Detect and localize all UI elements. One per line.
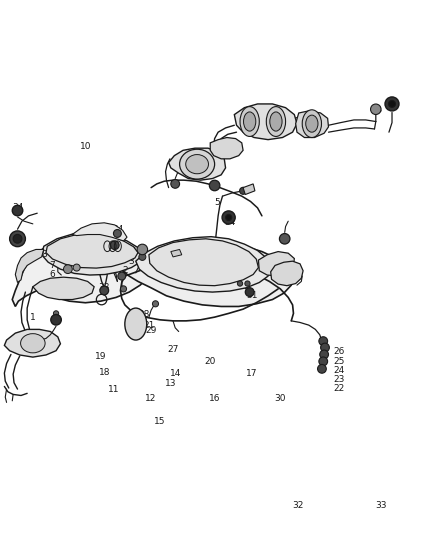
Polygon shape	[234, 104, 297, 140]
Circle shape	[226, 214, 232, 221]
Text: 8: 8	[41, 251, 47, 259]
Ellipse shape	[240, 107, 259, 136]
Text: 7: 7	[49, 261, 56, 270]
Text: 34: 34	[224, 219, 236, 227]
Circle shape	[319, 357, 328, 366]
Circle shape	[318, 365, 326, 373]
Polygon shape	[136, 237, 272, 292]
Text: 27: 27	[167, 345, 179, 353]
Circle shape	[389, 100, 396, 108]
Text: 14: 14	[170, 369, 181, 377]
Polygon shape	[258, 252, 294, 276]
Ellipse shape	[266, 107, 286, 136]
Ellipse shape	[180, 149, 215, 179]
Text: 34: 34	[113, 225, 124, 233]
Text: 11: 11	[108, 385, 120, 393]
Text: 1: 1	[30, 313, 36, 321]
Text: 5: 5	[214, 198, 220, 207]
Circle shape	[371, 104, 381, 115]
Text: 22: 22	[333, 384, 344, 392]
Circle shape	[12, 205, 23, 216]
Text: 23: 23	[333, 375, 344, 384]
Circle shape	[240, 187, 247, 195]
Polygon shape	[296, 111, 328, 138]
Circle shape	[320, 350, 328, 359]
Text: 2: 2	[122, 266, 127, 275]
Text: 32: 32	[292, 501, 304, 510]
Circle shape	[222, 211, 235, 224]
Polygon shape	[169, 148, 226, 180]
Polygon shape	[243, 184, 255, 195]
Circle shape	[245, 288, 254, 296]
Text: 20: 20	[205, 357, 216, 366]
Circle shape	[118, 272, 126, 280]
Text: 21: 21	[143, 321, 155, 329]
Ellipse shape	[306, 115, 318, 132]
Circle shape	[245, 281, 250, 286]
Polygon shape	[123, 241, 293, 306]
Text: 16: 16	[209, 394, 220, 403]
Circle shape	[237, 281, 243, 286]
Text: 24: 24	[333, 366, 344, 375]
Polygon shape	[171, 249, 182, 257]
Circle shape	[64, 265, 72, 273]
Ellipse shape	[244, 112, 256, 131]
Circle shape	[319, 337, 328, 345]
Circle shape	[321, 343, 329, 352]
Polygon shape	[72, 223, 127, 241]
Circle shape	[138, 321, 147, 329]
Circle shape	[10, 231, 25, 247]
Text: 17: 17	[246, 369, 258, 377]
Text: 9: 9	[17, 235, 23, 243]
Circle shape	[171, 180, 180, 188]
Text: 15: 15	[154, 417, 166, 425]
Polygon shape	[15, 249, 44, 282]
Polygon shape	[271, 261, 303, 286]
Circle shape	[113, 230, 121, 237]
Text: 30: 30	[275, 394, 286, 403]
Polygon shape	[12, 237, 151, 306]
Text: 18: 18	[99, 368, 111, 376]
Text: 28: 28	[139, 310, 150, 319]
Text: 3: 3	[128, 257, 134, 265]
Circle shape	[73, 264, 80, 271]
Polygon shape	[42, 232, 144, 275]
Ellipse shape	[125, 308, 147, 340]
Circle shape	[137, 244, 148, 255]
Circle shape	[53, 311, 59, 316]
Circle shape	[100, 286, 109, 295]
Circle shape	[279, 233, 290, 244]
Polygon shape	[46, 233, 138, 268]
Text: 29: 29	[145, 326, 157, 335]
Text: 26: 26	[333, 348, 344, 356]
Text: 4: 4	[131, 247, 136, 256]
Text: 19: 19	[95, 352, 106, 360]
Circle shape	[51, 314, 61, 325]
Ellipse shape	[302, 110, 321, 138]
Text: 25: 25	[333, 357, 344, 366]
Text: 31: 31	[246, 292, 258, 300]
Polygon shape	[210, 138, 243, 159]
Text: 34: 34	[12, 204, 23, 212]
Text: 6: 6	[49, 270, 56, 279]
Text: 12: 12	[145, 394, 157, 403]
Text: 10: 10	[80, 142, 91, 151]
Circle shape	[13, 235, 22, 243]
Circle shape	[209, 180, 220, 191]
Text: 33: 33	[99, 284, 110, 292]
Circle shape	[152, 301, 159, 307]
Circle shape	[385, 97, 399, 111]
Polygon shape	[4, 329, 60, 357]
Polygon shape	[149, 239, 258, 286]
Ellipse shape	[21, 334, 45, 353]
Text: 13: 13	[165, 379, 177, 388]
Circle shape	[120, 286, 127, 292]
Circle shape	[139, 253, 146, 261]
Text: 33: 33	[375, 501, 387, 510]
Circle shape	[110, 241, 119, 249]
Ellipse shape	[270, 112, 282, 131]
Polygon shape	[33, 277, 94, 300]
Ellipse shape	[186, 155, 208, 174]
